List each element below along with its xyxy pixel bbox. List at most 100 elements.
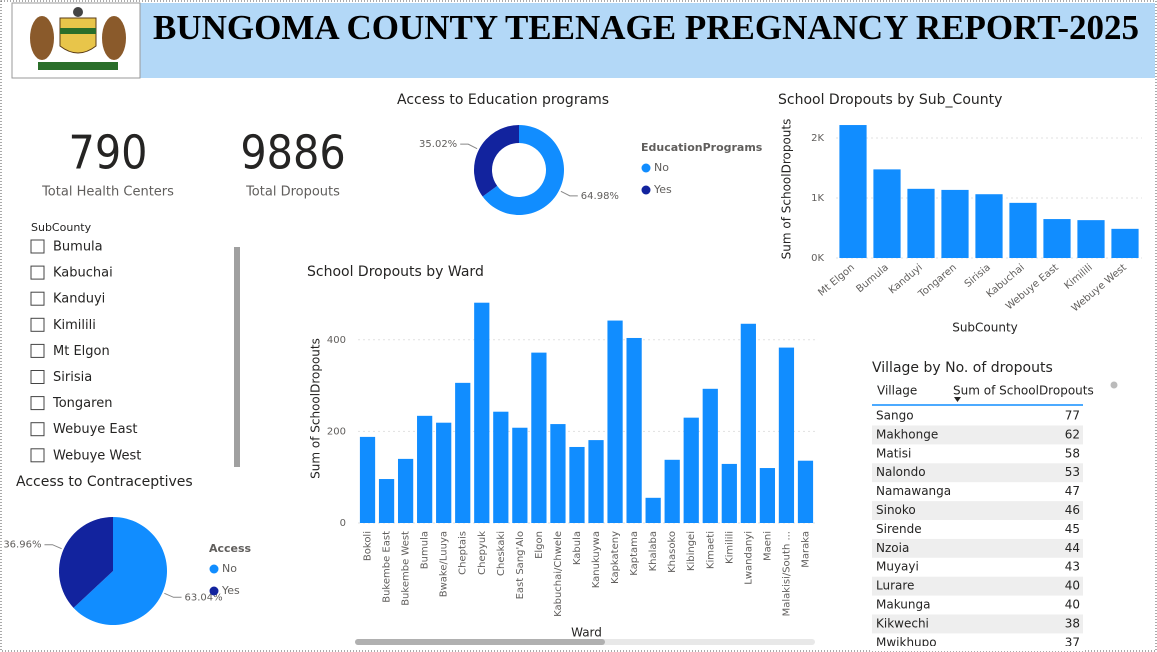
slicer-item[interactable]: Bumula: [53, 240, 103, 255]
chart-scrollbar-thumb[interactable]: [355, 639, 605, 645]
slicer-checkbox[interactable]: [30, 265, 45, 280]
slicer-checkbox[interactable]: [30, 317, 45, 332]
slicer-item[interactable]: Webuye West: [53, 448, 141, 463]
bar: [474, 302, 490, 523]
y-tick-label: 0: [340, 518, 346, 529]
bar: [907, 188, 935, 258]
slicer-scrollbar[interactable]: [234, 247, 240, 467]
slicer-item[interactable]: Kabuchai: [53, 266, 113, 281]
bar: [607, 320, 623, 523]
slicer-title: SubCounty: [31, 221, 92, 234]
x-tick-label: Bumula: [420, 531, 431, 569]
x-tick-label: Kimaeti: [705, 531, 716, 569]
pie-slice: [73, 517, 167, 625]
data-label: 36.96%: [3, 540, 41, 551]
legend-label: Yes: [221, 584, 240, 597]
table-cell: 40: [1065, 579, 1080, 593]
slicer-item[interactable]: Sirisia: [53, 370, 92, 385]
slicer-item[interactable]: Kanduyi: [53, 292, 105, 307]
bar: [569, 446, 585, 523]
slicer-checkbox[interactable]: [30, 422, 45, 437]
slicer-item[interactable]: Mt Elgon: [53, 344, 110, 359]
bar: [531, 352, 547, 523]
row-stripe: [872, 425, 1083, 445]
table-cell: Makunga: [876, 598, 930, 612]
bar: [797, 460, 814, 523]
slicer-item[interactable]: Kimilili: [53, 318, 96, 333]
x-tick-label: East Sang'Alo: [515, 531, 526, 599]
table-cell: 43: [1065, 560, 1080, 574]
x-tick-label: Khalaba: [648, 531, 659, 571]
x-tick-label: Cheskaki: [496, 531, 507, 576]
x-tick-label: Khasoko: [667, 531, 678, 573]
bar: [436, 422, 452, 523]
x-tick-label: Kanukuywa: [591, 531, 602, 588]
y-tick-label: 200: [327, 426, 346, 437]
bar: [588, 440, 604, 523]
x-tick-label: Malakisi/South ...: [781, 531, 792, 616]
data-label: 35.02%: [419, 139, 457, 150]
table-cell: 38: [1065, 616, 1080, 630]
x-axis-title: SubCounty: [952, 321, 1018, 335]
row-stripe: [872, 614, 1083, 634]
legend-marker: [641, 185, 651, 195]
data-label: 64.98%: [581, 191, 619, 202]
table-cell: 47: [1065, 484, 1080, 498]
slicer-checkbox[interactable]: [30, 448, 45, 463]
bar: [740, 323, 756, 523]
table-cell: 77: [1065, 409, 1080, 423]
slicer-checkbox[interactable]: [30, 291, 45, 306]
legend-marker: [209, 586, 219, 596]
chart-title: Access to Education programs: [397, 92, 609, 108]
bar: [1043, 219, 1071, 258]
bar: [626, 337, 642, 523]
sort-indicator[interactable]: [954, 397, 961, 402]
table-cell: Sinoko: [876, 503, 916, 517]
x-tick-label: Kapkateny: [610, 531, 621, 584]
table-title: Village by No. of dropouts: [872, 360, 1053, 376]
column-header[interactable]: Sum of SchoolDropouts: [953, 384, 1094, 398]
row-stripe: [872, 501, 1083, 520]
table-cell: Nalondo: [876, 465, 926, 479]
bar: [839, 125, 867, 258]
slicer-item[interactable]: Webuye East: [53, 422, 137, 437]
x-tick-label: Bokoli: [363, 531, 374, 561]
y-tick-label: 0K: [811, 253, 824, 264]
x-tick-label: Bukembe West: [401, 531, 412, 606]
table-cell: Makhonge: [876, 427, 938, 441]
bar: [702, 388, 718, 523]
leader-line: [460, 143, 478, 150]
legend-title: EducationPrograms: [641, 141, 763, 154]
bar: [1077, 220, 1105, 258]
pie-slice: [482, 125, 564, 215]
slicer-item[interactable]: Tongaren: [52, 396, 112, 411]
y-tick-label: 400: [327, 335, 346, 346]
bar: [759, 468, 776, 523]
column-header[interactable]: Village: [877, 384, 917, 398]
slicer-checkbox[interactable]: [30, 396, 45, 411]
slicer-checkbox[interactable]: [30, 370, 45, 384]
legend-label: Yes: [653, 183, 672, 196]
table-cell: Matisi: [876, 446, 911, 460]
bar: [975, 194, 1003, 258]
slicer-checkbox[interactable]: [30, 239, 45, 254]
table-cell: 37: [1065, 635, 1080, 649]
bar: [493, 411, 509, 523]
table-cell: 40: [1065, 598, 1080, 612]
page-bottom-mask: [870, 646, 1085, 651]
data-label: 63.04%: [185, 592, 223, 603]
table-scroll-dot[interactable]: [1110, 381, 1118, 389]
table-cell: 62: [1065, 427, 1080, 441]
x-tick-label: Kaptama: [629, 531, 640, 576]
slicer-checkbox[interactable]: [30, 343, 45, 358]
x-tick-label: Bwake/Luuya: [439, 531, 450, 597]
x-tick-label: Mt Elgon: [816, 262, 857, 298]
bar: [683, 417, 699, 523]
y-axis-title: Sum of SchoolDropouts: [780, 119, 794, 260]
bar: [778, 347, 795, 523]
row-stripe: [872, 463, 1083, 483]
row-stripe: [872, 538, 1083, 558]
x-tick-label: Bumula: [855, 262, 891, 295]
